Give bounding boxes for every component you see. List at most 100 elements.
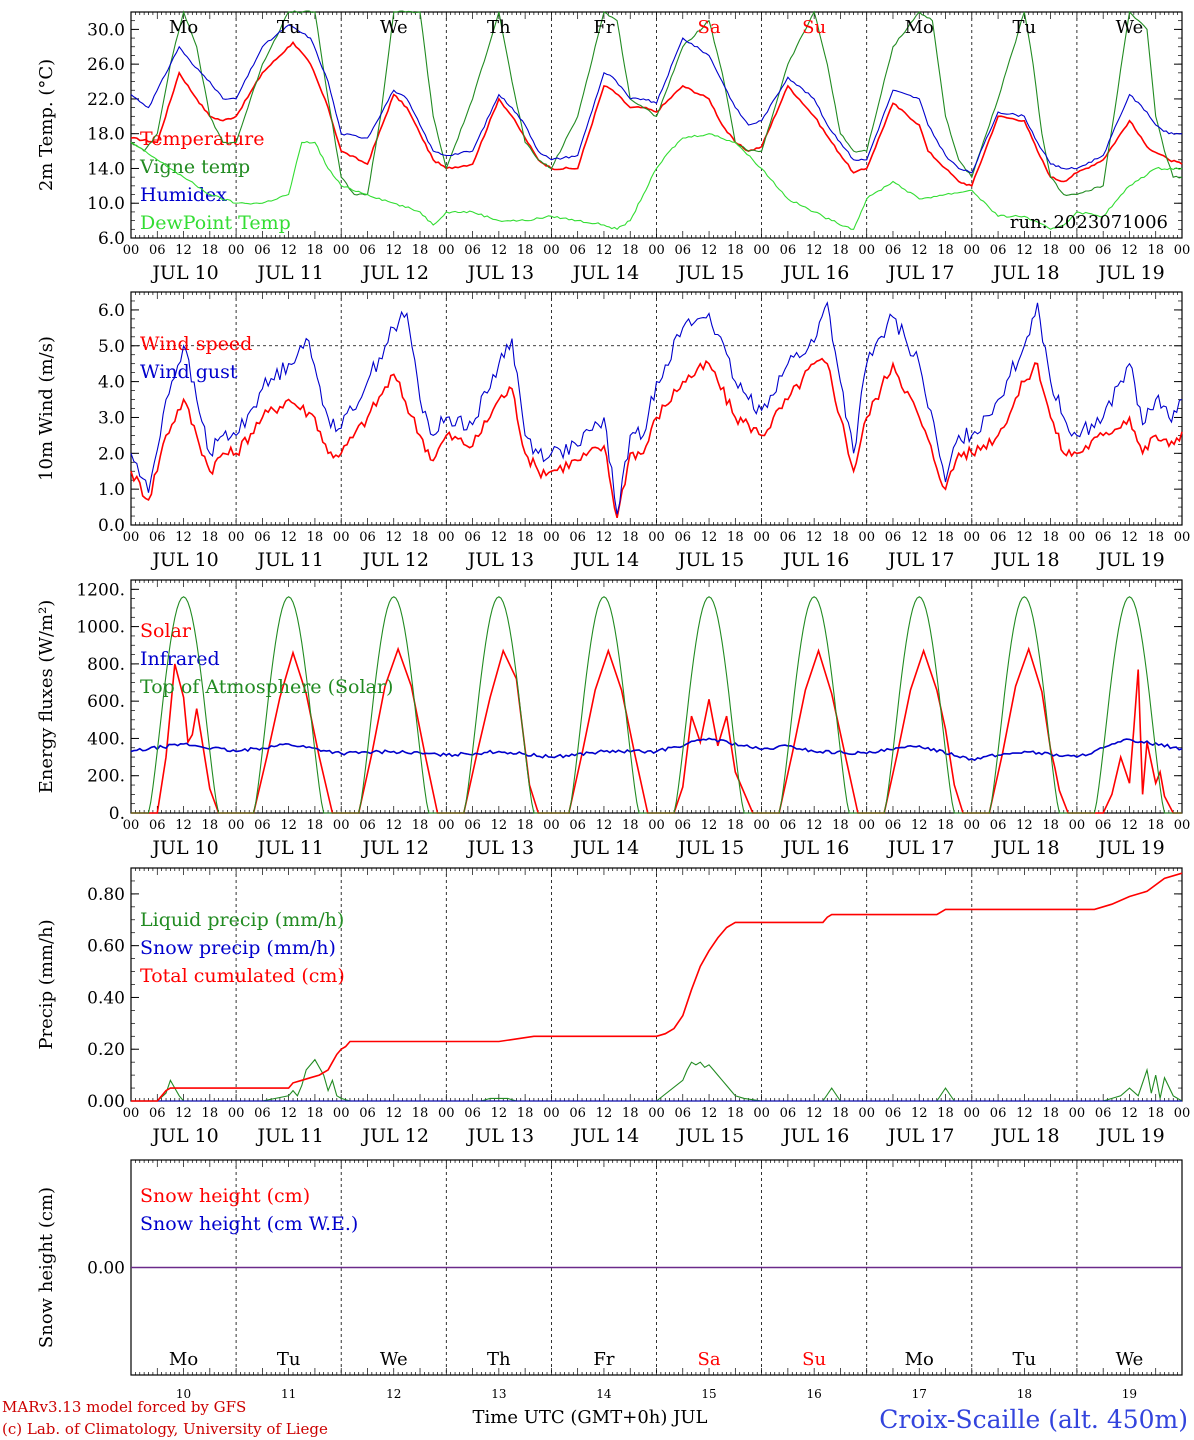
hour-tick-label: 18	[832, 530, 849, 545]
legend-wind-speed: Wind speed	[140, 333, 252, 355]
hour-tick-label: 18	[1147, 818, 1164, 833]
hour-tick-label: 12	[911, 818, 928, 833]
hour-tick-label: 18	[202, 1106, 219, 1121]
hour-tick-label: 00	[438, 243, 455, 258]
hour-tick-label: 18	[622, 818, 639, 833]
hour-tick-label: 12	[701, 530, 718, 545]
hour-tick-label: 06	[149, 1106, 166, 1121]
y-tick-label: 0.	[109, 804, 125, 824]
hour-tick-label: 12	[1016, 530, 1033, 545]
hour-tick-label: 18	[307, 818, 324, 833]
energy-ylabel: Energy fluxes (W/m²)	[36, 600, 57, 794]
hour-tick-label: 00	[648, 243, 665, 258]
legend-vigne-temp: Vigne temp	[139, 156, 250, 178]
temperature-panel: 6.0 10.0 14.0 18.0 22.0 26.0 30.0 2m Temp. (°C)…	[36, 10, 1190, 284]
hour-tick-label: 00	[543, 530, 560, 545]
hour-tick-label: 00	[543, 243, 560, 258]
date-label: JUL 17	[886, 262, 954, 284]
day-number-label: 12	[386, 1387, 401, 1401]
hour-tick-label: 00	[753, 243, 770, 258]
hour-tick-label: 18	[937, 818, 954, 833]
date-label: JUL 13	[466, 837, 534, 859]
energy-panel: 0. 200. 400. 600. 800. 1000. 1200. Energy fluxe…	[36, 579, 1191, 859]
day-number-label: 18	[1017, 1387, 1032, 1401]
legend-wind-gust: Wind gust	[140, 361, 238, 383]
hour-tick-label: 06	[569, 1106, 586, 1121]
hour-tick-label: 00	[1069, 243, 1086, 258]
hour-tick-label: 12	[1016, 818, 1033, 833]
weekday-label: Mo	[905, 17, 934, 38]
legend-top-of-atmosphere-solar-: Top of Atmosphere (Solar)	[140, 676, 393, 698]
hour-tick-label: 06	[149, 818, 166, 833]
day-number-label: 19	[1122, 1387, 1137, 1401]
hour-tick-label: 18	[517, 818, 534, 833]
weekday-label: Tu	[277, 17, 301, 38]
hour-tick-label: 18	[412, 243, 429, 258]
hour-tick-label: 06	[990, 1106, 1007, 1121]
date-label: JUL 13	[466, 549, 534, 571]
hour-tick-label: 00	[648, 530, 665, 545]
series-top-of-atmosphere-solar-	[131, 596, 1182, 814]
y-tick-label: 22.0	[87, 90, 125, 110]
hour-tick-label: 12	[701, 818, 718, 833]
hour-tick-label: 12	[911, 1106, 928, 1121]
hour-tick-label: 12	[385, 243, 402, 258]
hour-tick-label: 06	[675, 243, 692, 258]
hour-tick-label: 18	[937, 530, 954, 545]
hour-tick-label: 06	[254, 1106, 271, 1121]
y-tick-label: 200.	[87, 767, 125, 787]
hour-tick-label: 18	[832, 243, 849, 258]
wind-panel: 0.0 1.0 2.0 3.0 4.0 5.0 6.0 10m Wind (m/s) Wind …	[36, 291, 1191, 571]
hour-tick-label: 12	[1121, 243, 1138, 258]
hour-tick-label: 00	[964, 243, 981, 258]
hour-tick-label: 18	[202, 818, 219, 833]
weekday-label: Su	[802, 17, 826, 38]
hour-tick-label: 00	[1174, 818, 1191, 833]
date-label: JUL 10	[150, 262, 218, 284]
hour-tick-label: 00	[228, 243, 245, 258]
hour-tick-label: 00	[123, 243, 140, 258]
series-temperature	[130, 41, 1183, 187]
date-label: JUL 12	[361, 837, 429, 859]
hour-tick-label: 12	[280, 530, 297, 545]
hour-tick-label: 06	[780, 818, 797, 833]
hour-tick-label: 00	[123, 1106, 140, 1121]
hour-tick-label: 00	[753, 1106, 770, 1121]
date-label: JUL 11	[255, 837, 323, 859]
hour-tick-label: 00	[123, 530, 140, 545]
hour-tick-label: 18	[1147, 530, 1164, 545]
legend-snow-height-cm-: Snow height (cm)	[140, 1185, 310, 1207]
weekday-label: We	[380, 17, 408, 38]
hour-tick-label: 12	[1121, 1106, 1138, 1121]
weekday-label: Mo	[169, 1349, 198, 1370]
hour-tick-label: 12	[385, 818, 402, 833]
hour-tick-label: 12	[1121, 530, 1138, 545]
hour-tick-label: 18	[202, 243, 219, 258]
hour-tick-label: 00	[1174, 530, 1191, 545]
day-number-label: 16	[807, 1387, 822, 1401]
hour-tick-label: 00	[964, 530, 981, 545]
hour-tick-label: 18	[832, 818, 849, 833]
date-label: JUL 14	[571, 1125, 639, 1147]
weekday-label: Sa	[698, 1349, 721, 1370]
y-tick-label: 1000.	[76, 618, 125, 638]
hour-tick-label: 00	[438, 1106, 455, 1121]
y-tick-label: 400.	[87, 729, 125, 749]
hour-tick-label: 18	[1042, 818, 1059, 833]
y-tick-label: 26.0	[87, 55, 125, 75]
run-annotation: run: 2023071006	[1010, 212, 1168, 233]
hour-tick-label: 06	[254, 243, 271, 258]
hour-tick-label: 00	[648, 818, 665, 833]
hour-tick-label: 18	[1042, 530, 1059, 545]
hour-tick-label: 06	[780, 530, 797, 545]
hour-tick-label: 12	[701, 243, 718, 258]
date-label: JUL 17	[886, 837, 954, 859]
legend-total-cumulated-cm-: Total cumulated (cm)	[140, 965, 345, 987]
date-label: JUL 15	[676, 262, 744, 284]
weekday-label: We	[1116, 17, 1144, 38]
day-number-label: 14	[596, 1387, 612, 1401]
hour-tick-label: 18	[622, 530, 639, 545]
hour-tick-label: 06	[1095, 1106, 1112, 1121]
hour-tick-label: 18	[307, 1106, 324, 1121]
hour-tick-label: 06	[675, 530, 692, 545]
